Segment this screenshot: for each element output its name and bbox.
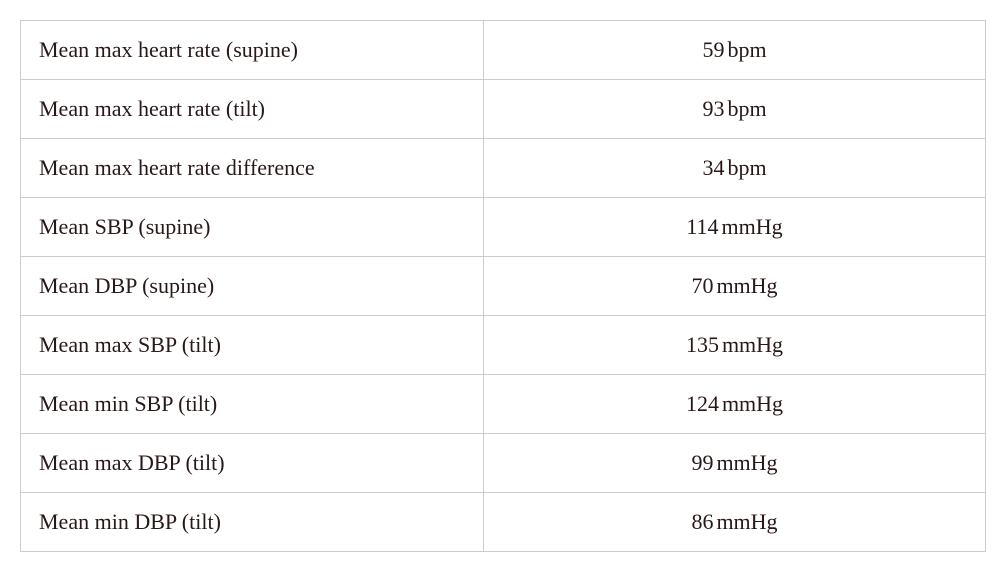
- table-row: Mean SBP (supine) 114mmHg: [21, 198, 986, 257]
- row-label: Mean max heart rate difference: [21, 139, 484, 198]
- value-unit: bpm: [727, 96, 766, 121]
- row-label: Mean min DBP (tilt): [21, 493, 484, 552]
- value-unit: bpm: [727, 37, 766, 62]
- row-value: 70mmHg: [484, 257, 986, 316]
- row-value: 34bpm: [484, 139, 986, 198]
- value-number: 59: [702, 37, 724, 62]
- row-value: 114mmHg: [484, 198, 986, 257]
- value-number: 124: [686, 391, 719, 416]
- table-body: Mean max heart rate (supine) 59bpm Mean …: [21, 21, 986, 552]
- row-value: 135mmHg: [484, 316, 986, 375]
- row-label: Mean max SBP (tilt): [21, 316, 484, 375]
- row-label: Mean SBP (supine): [21, 198, 484, 257]
- row-value: 93bpm: [484, 80, 986, 139]
- row-value: 99mmHg: [484, 434, 986, 493]
- value-number: 99: [691, 450, 713, 475]
- value-number: 70: [691, 273, 713, 298]
- row-value: 124mmHg: [484, 375, 986, 434]
- value-number: 86: [691, 509, 713, 534]
- value-unit: mmHg: [722, 391, 783, 416]
- row-label: Mean DBP (supine): [21, 257, 484, 316]
- table-row: Mean max heart rate difference 34bpm: [21, 139, 986, 198]
- value-unit: mmHg: [722, 332, 783, 357]
- measurements-table: Mean max heart rate (supine) 59bpm Mean …: [20, 20, 986, 552]
- value-unit: mmHg: [716, 450, 777, 475]
- table-row: Mean max DBP (tilt) 99mmHg: [21, 434, 986, 493]
- row-label: Mean max heart rate (tilt): [21, 80, 484, 139]
- value-number: 135: [686, 332, 719, 357]
- table-row: Mean DBP (supine) 70mmHg: [21, 257, 986, 316]
- row-label: Mean max DBP (tilt): [21, 434, 484, 493]
- table-row: Mean min DBP (tilt) 86mmHg: [21, 493, 986, 552]
- value-unit: mmHg: [716, 509, 777, 534]
- value-unit: mmHg: [716, 273, 777, 298]
- row-value: 59bpm: [484, 21, 986, 80]
- value-number: 34: [702, 155, 724, 180]
- table-row: Mean max heart rate (supine) 59bpm: [21, 21, 986, 80]
- table-row: Mean max heart rate (tilt) 93bpm: [21, 80, 986, 139]
- row-label: Mean max heart rate (supine): [21, 21, 484, 80]
- table-row: Mean max SBP (tilt) 135mmHg: [21, 316, 986, 375]
- table-row: Mean min SBP (tilt) 124mmHg: [21, 375, 986, 434]
- value-number: 93: [702, 96, 724, 121]
- value-unit: bpm: [727, 155, 766, 180]
- row-label: Mean min SBP (tilt): [21, 375, 484, 434]
- value-number: 114: [686, 214, 718, 239]
- value-unit: mmHg: [722, 214, 783, 239]
- row-value: 86mmHg: [484, 493, 986, 552]
